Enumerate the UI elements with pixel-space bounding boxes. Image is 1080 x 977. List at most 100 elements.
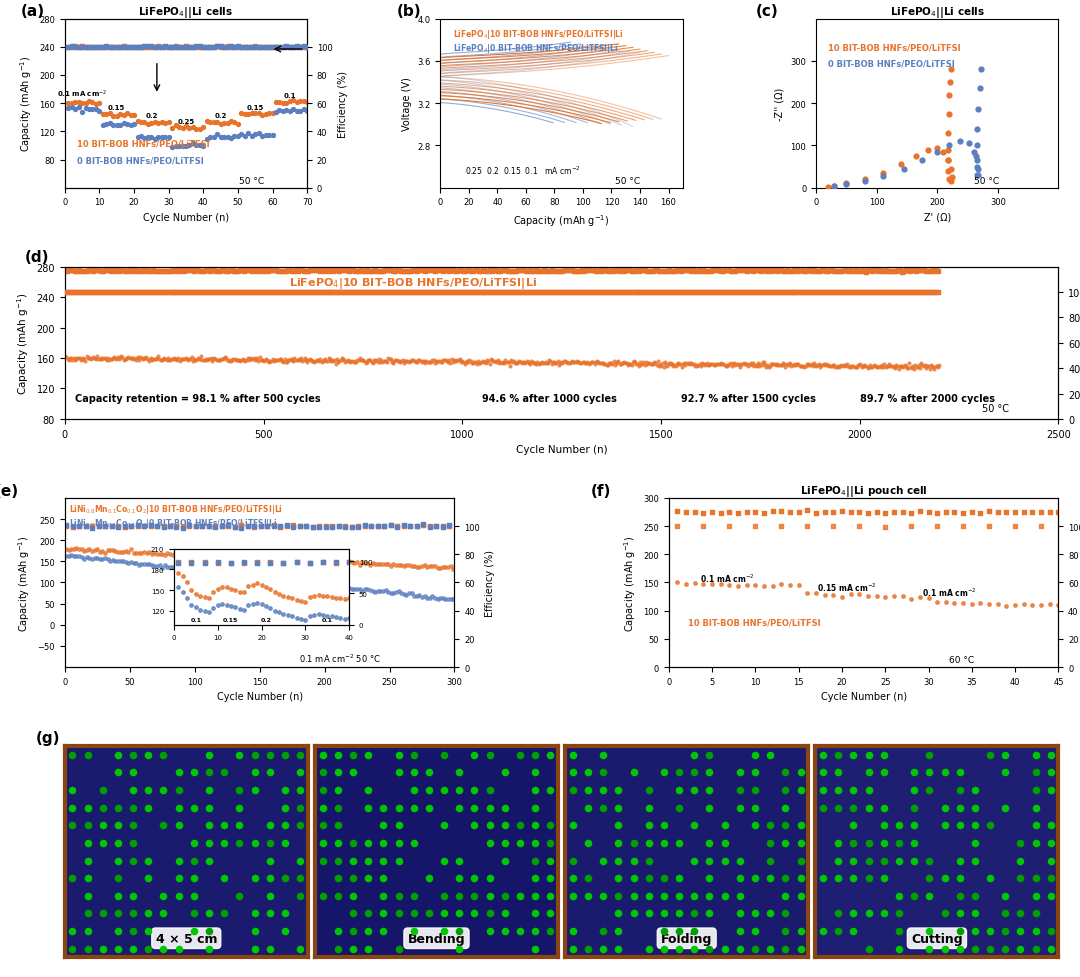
Point bbox=[141, 264, 159, 279]
Point bbox=[408, 560, 426, 575]
Point bbox=[595, 888, 612, 904]
Point bbox=[144, 558, 161, 573]
Point bbox=[405, 923, 422, 939]
Point bbox=[595, 285, 612, 301]
Point bbox=[124, 818, 141, 833]
Point bbox=[929, 264, 946, 279]
Point bbox=[354, 264, 372, 279]
Point bbox=[968, 159, 985, 175]
Point bbox=[189, 351, 206, 366]
Point bbox=[943, 170, 960, 186]
Point bbox=[313, 263, 330, 278]
Point bbox=[233, 518, 251, 533]
Point bbox=[465, 818, 483, 833]
Point bbox=[798, 285, 815, 301]
Point bbox=[429, 355, 446, 370]
Point bbox=[201, 835, 218, 851]
Point bbox=[195, 285, 213, 301]
Text: Cutting: Cutting bbox=[912, 932, 962, 945]
Point bbox=[279, 519, 296, 534]
Point bbox=[124, 783, 141, 798]
Point bbox=[430, 264, 447, 279]
Point bbox=[372, 355, 389, 370]
Point bbox=[851, 587, 868, 603]
Point bbox=[481, 818, 498, 833]
Text: 0.15: 0.15 bbox=[108, 105, 125, 110]
Point bbox=[96, 519, 113, 534]
Point bbox=[200, 285, 217, 301]
Point bbox=[881, 264, 899, 279]
Point bbox=[710, 357, 727, 372]
Point bbox=[259, 285, 276, 301]
Point bbox=[380, 285, 397, 301]
Point bbox=[405, 747, 422, 763]
Text: (g): (g) bbox=[36, 730, 60, 745]
Point bbox=[951, 765, 969, 781]
Point bbox=[579, 871, 596, 886]
Point bbox=[221, 263, 239, 278]
Point bbox=[982, 923, 999, 939]
Point bbox=[94, 285, 111, 301]
Point bbox=[517, 285, 535, 301]
Point bbox=[369, 355, 387, 370]
Point bbox=[927, 263, 944, 278]
Point bbox=[293, 285, 310, 301]
Point bbox=[195, 548, 213, 564]
Point bbox=[970, 168, 987, 184]
Point bbox=[631, 356, 648, 371]
Point bbox=[156, 285, 173, 301]
Point bbox=[212, 130, 229, 146]
Point bbox=[1027, 941, 1044, 956]
Point bbox=[329, 747, 347, 763]
Point bbox=[915, 263, 932, 278]
Point bbox=[845, 835, 862, 851]
Point bbox=[116, 520, 133, 535]
Point bbox=[97, 40, 114, 56]
Point bbox=[801, 285, 819, 301]
Point bbox=[619, 285, 636, 301]
Point bbox=[183, 562, 200, 577]
Point bbox=[727, 359, 744, 374]
Point bbox=[704, 263, 721, 278]
Point bbox=[350, 353, 367, 368]
Point bbox=[70, 285, 87, 301]
Point bbox=[77, 101, 94, 116]
Point bbox=[286, 573, 303, 589]
Point bbox=[366, 584, 383, 600]
Point bbox=[504, 355, 522, 370]
Point bbox=[784, 264, 801, 279]
Point bbox=[1012, 853, 1029, 869]
Point bbox=[243, 352, 260, 367]
Point bbox=[170, 352, 187, 367]
Point bbox=[203, 547, 220, 563]
Point bbox=[541, 353, 558, 368]
Point bbox=[177, 562, 194, 577]
Point bbox=[876, 357, 893, 372]
Point bbox=[458, 285, 475, 301]
Point bbox=[549, 355, 566, 370]
Point bbox=[295, 40, 312, 56]
Point bbox=[502, 354, 519, 369]
Point bbox=[766, 357, 783, 372]
Point bbox=[481, 747, 498, 763]
Point bbox=[174, 140, 191, 155]
Point bbox=[609, 264, 626, 279]
Point bbox=[1042, 818, 1059, 833]
Point bbox=[656, 888, 673, 904]
Point bbox=[174, 561, 191, 576]
Point bbox=[567, 264, 584, 279]
Point bbox=[356, 264, 374, 279]
Point bbox=[808, 264, 825, 279]
Point bbox=[266, 285, 283, 301]
Point bbox=[750, 357, 767, 372]
Point bbox=[198, 264, 215, 279]
Point bbox=[276, 800, 294, 816]
Point bbox=[982, 871, 999, 886]
Point bbox=[845, 747, 862, 763]
Point bbox=[936, 765, 954, 781]
Point bbox=[57, 518, 75, 533]
Point bbox=[823, 359, 840, 374]
Point bbox=[482, 285, 499, 301]
Point bbox=[424, 285, 442, 301]
Point bbox=[307, 576, 324, 592]
